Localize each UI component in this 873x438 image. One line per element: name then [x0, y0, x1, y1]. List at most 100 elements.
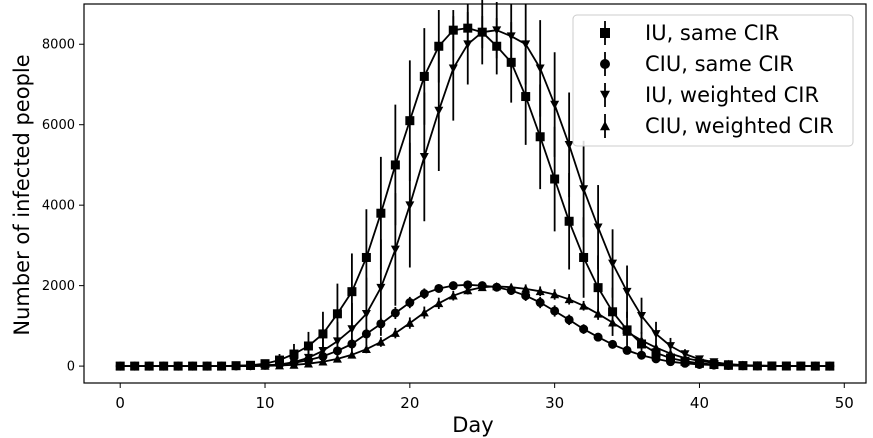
x-tick-label: 30 [545, 394, 564, 412]
data-point [564, 140, 574, 150]
data-point [564, 216, 574, 226]
data-point [622, 327, 632, 336]
x-tick-label: 50 [835, 394, 854, 412]
data-point [463, 40, 473, 49]
data-point [419, 308, 429, 317]
data-point [564, 294, 574, 304]
data-point [535, 64, 545, 73]
data-point [361, 309, 371, 319]
data-point [550, 100, 560, 110]
data-point [303, 341, 313, 351]
legend: IU, same CIR CIU, same CIR IU, weighted CI… [572, 14, 854, 147]
data-point [637, 350, 647, 360]
data-point [289, 360, 299, 369]
data-point [463, 285, 473, 295]
data-point [318, 357, 328, 366]
data-point [738, 360, 748, 369]
data-point [246, 361, 256, 370]
data-point [608, 339, 618, 349]
data-point [535, 286, 545, 296]
data-point [434, 106, 444, 116]
data-point [318, 346, 328, 356]
data-point [608, 307, 618, 317]
data-point [579, 252, 589, 262]
data-point [535, 132, 545, 142]
data-point [666, 357, 675, 367]
data-point [593, 309, 603, 318]
data-point [579, 185, 589, 194]
data-point [361, 344, 371, 354]
data-point [347, 325, 357, 334]
data-point [767, 361, 777, 370]
data-point [260, 361, 270, 370]
data-point [376, 337, 386, 346]
y-tick-label: 2000 [42, 279, 75, 294]
data-point [463, 280, 473, 290]
data-point [390, 245, 400, 254]
legend-marker [600, 28, 610, 38]
axes: 0 10 20 30 40 50 0 2000 4000 6000 8000 [42, 3, 867, 412]
data-point [709, 358, 719, 367]
data-point [694, 356, 704, 365]
data-point [680, 353, 690, 362]
series-1 [115, 280, 835, 371]
data-point [608, 318, 618, 327]
data-point [723, 359, 733, 369]
x-tick-label: 10 [255, 394, 274, 412]
x-tick-label: 40 [690, 394, 709, 412]
data-point [593, 283, 603, 293]
data-point [390, 160, 400, 170]
data-point [477, 28, 487, 37]
y-axis-label: Number of infected people [10, 54, 34, 335]
data-point [622, 345, 632, 355]
plot-area [115, 0, 835, 371]
data-point [159, 361, 169, 370]
data-point [202, 361, 212, 370]
data-point [390, 328, 400, 337]
series-3 [115, 281, 835, 370]
legend-label: IU, same CIR [645, 21, 779, 45]
data-point [419, 71, 429, 81]
data-point [564, 315, 574, 325]
data-point [405, 318, 415, 327]
data-point [318, 329, 328, 339]
data-point [810, 361, 820, 370]
data-point [448, 64, 458, 73]
data-point [752, 361, 762, 370]
data-point [781, 361, 791, 370]
data-point [405, 116, 415, 126]
data-point [608, 259, 618, 269]
data-point [275, 360, 284, 370]
data-point [217, 361, 227, 370]
data-point [651, 330, 661, 339]
data-point [448, 291, 458, 300]
data-point [506, 282, 516, 292]
data-point [434, 298, 444, 308]
data-point [492, 26, 502, 35]
data-point [637, 335, 647, 345]
data-point [347, 287, 357, 297]
data-point [550, 306, 560, 316]
data-point [550, 289, 560, 299]
legend-box [572, 14, 854, 147]
data-point [144, 361, 154, 370]
data-point [666, 349, 675, 358]
data-point [376, 208, 386, 218]
data-point [115, 361, 125, 370]
data-point [173, 361, 183, 370]
data-point [550, 174, 560, 184]
legend-marker [600, 59, 610, 69]
x-tick-label: 20 [400, 394, 419, 412]
data-point [289, 349, 299, 359]
data-point [405, 201, 415, 210]
legend-marker [600, 121, 610, 131]
data-point [796, 361, 806, 370]
data-point [637, 311, 647, 321]
legend-label: IU, weighted CIR [645, 83, 819, 107]
data-point [521, 92, 531, 102]
legend-marker [600, 90, 610, 100]
fit-line [120, 285, 830, 368]
data-point [347, 350, 357, 359]
data-point [303, 359, 313, 368]
